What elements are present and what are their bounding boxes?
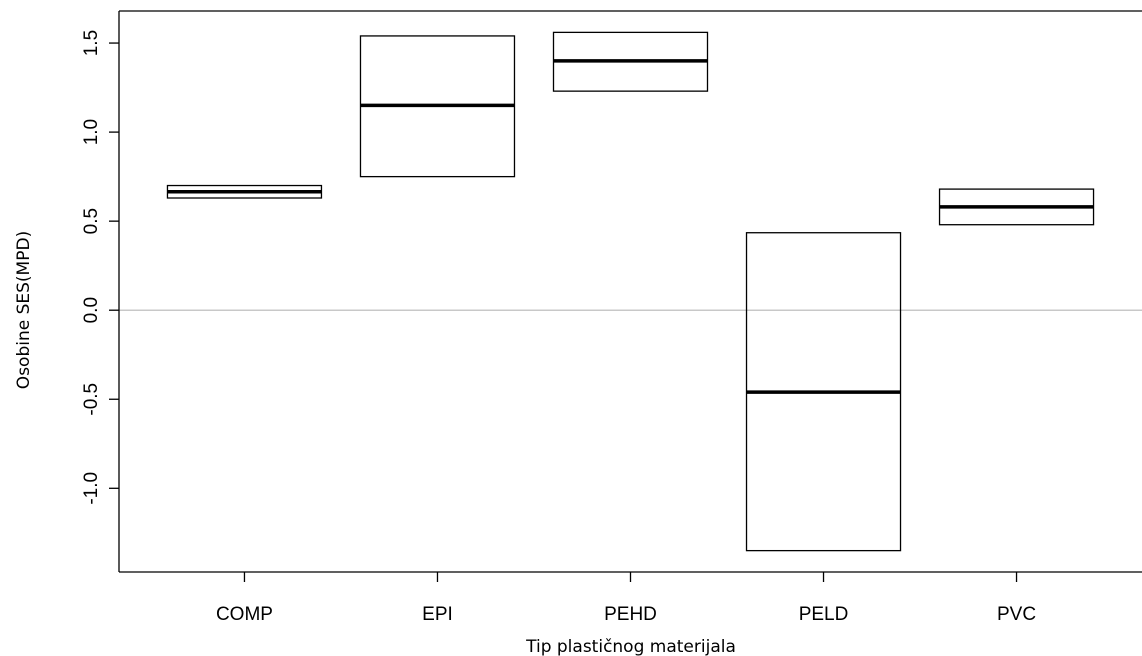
x-tick-label-epi: EPI: [422, 604, 453, 625]
y-tick-label-1.5: 1.5: [81, 30, 102, 56]
x-tick-label-pehd: PEHD: [604, 604, 657, 625]
y-axis-title: Osobine SES(MPD): [14, 231, 34, 389]
y-tick-label--0.5: -0.5: [81, 383, 102, 416]
plot-layer: [119, 31, 1142, 552]
y-tick-label--1.0: -1.0: [81, 472, 102, 505]
x-tick-label-comp: COMP: [216, 604, 273, 625]
x-tick-label-pvc: PVC: [997, 604, 1036, 625]
y-tick-label-0.0: 0.0: [81, 297, 102, 323]
axis-layer: -1.0 -0.5 0.0 0.5 1.0 1.5 COMP EPI PEHD PELD PVC: [81, 10, 1142, 625]
y-tick-label-0.5: 0.5: [81, 208, 102, 234]
x-axis-title: Tip plastičnog materijala: [525, 637, 736, 656]
y-tick-label-1.0: 1.0: [81, 119, 102, 145]
x-tick-label-peld: PELD: [799, 604, 849, 625]
